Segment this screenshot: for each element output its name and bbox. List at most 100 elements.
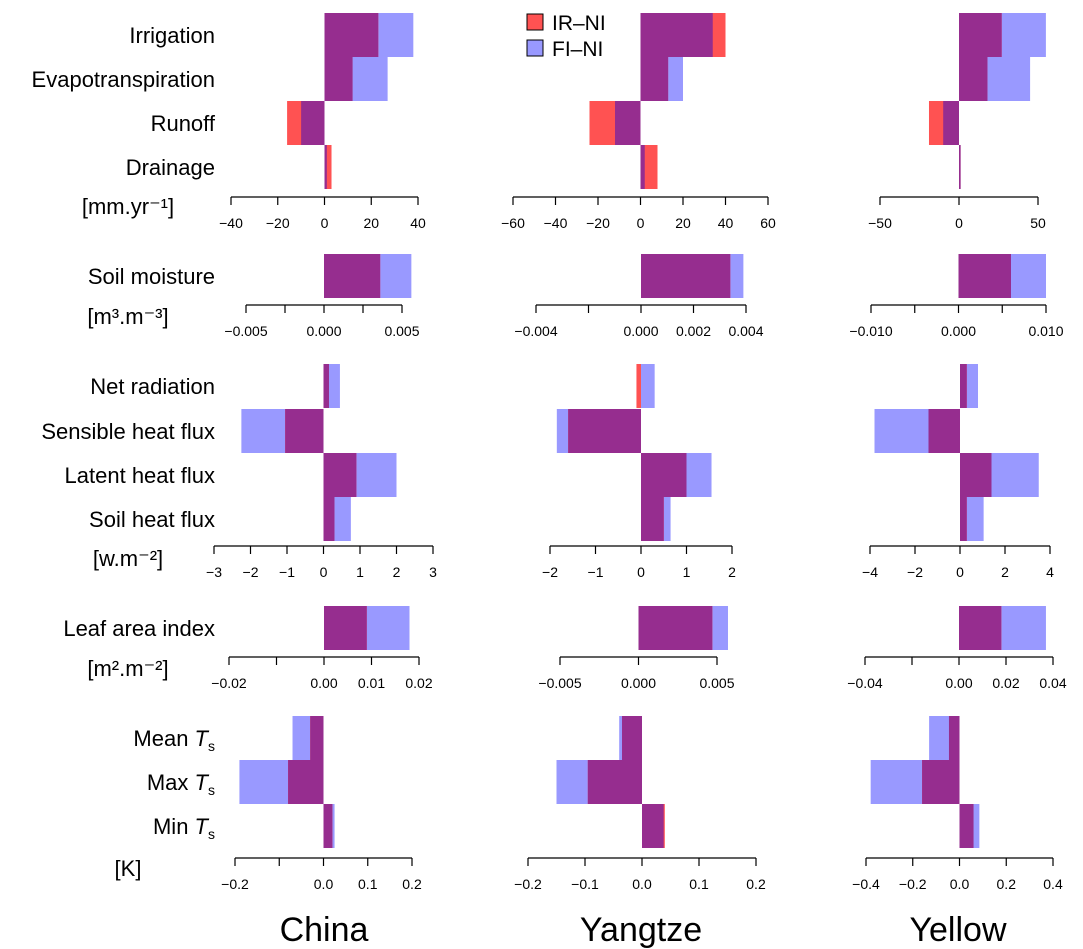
x-tick-label: −0.2 <box>514 876 542 892</box>
x-tick-label: 0.02 <box>992 675 1019 691</box>
bar-overlap <box>640 57 669 101</box>
x-tick-label: 0 <box>955 215 963 231</box>
bar-overlap <box>587 760 642 804</box>
bar-overlap <box>960 364 967 408</box>
x-tick-label: −0.4 <box>852 876 880 892</box>
x-tick-label: 0.000 <box>306 323 341 339</box>
category-label: Mean Ts <box>133 726 215 754</box>
x-tick-label: 0.004 <box>728 323 763 339</box>
bar-overlap <box>640 13 713 57</box>
x-tick-label: −20 <box>266 215 290 231</box>
panel-leaf-area-yellow: −0.04 0.00 0.02 0.04 <box>847 606 1067 691</box>
bar-overlap <box>959 13 1002 57</box>
x-tick-label: −0.005 <box>538 675 581 691</box>
bar-overlap <box>288 760 324 804</box>
category-label: Max Ts <box>147 770 215 798</box>
bar-ir-ni <box>324 145 332 189</box>
bar-overlap <box>959 606 1002 650</box>
category-label: Latent heat flux <box>65 463 215 488</box>
panel-water-yangtze: −60 −40 −20 0 20 40 60 <box>501 13 776 231</box>
bar-overlap <box>323 804 333 848</box>
x-tick-label: 1 <box>356 564 364 580</box>
x-tick-label: −2 <box>542 564 558 580</box>
x-tick-label: 2 <box>728 564 736 580</box>
x-tick-label: 0.000 <box>621 675 656 691</box>
bar-overlap <box>959 57 988 101</box>
panel-leaf-area-yangtze: −0.005 0.000 0.005 <box>538 606 735 691</box>
panel-soil-moisture-yangtze: −0.004 0.000 0.002 0.004 <box>514 254 764 339</box>
legend-label-fi: FI–NI <box>552 38 603 61</box>
plot-area: Irrigation Evapotranspiration Runoff Draina… <box>32 13 1067 892</box>
x-tick-label: 0.02 <box>405 675 432 691</box>
x-tick-label: −0.02 <box>211 675 247 691</box>
x-tick-label: 0.1 <box>358 876 378 892</box>
x-tick-label: 0.00 <box>945 675 972 691</box>
category-label: Soil heat flux <box>89 507 215 532</box>
x-tick-label: 0 <box>320 564 328 580</box>
panel-energy-yellow: −4 −2 0 2 4 <box>862 364 1054 580</box>
bar-overlap <box>310 716 324 760</box>
x-tick-label: 0 <box>637 215 645 231</box>
category-label: Irrigation <box>129 23 215 48</box>
chart-group-soil-moisture: Soil moisture[m³.m⁻³]−0.005 0.000 0.005 −0.… <box>87 254 1064 339</box>
category-label: Min Ts <box>153 814 215 842</box>
x-tick-label: 4 <box>1046 564 1054 580</box>
bar-overlap <box>615 101 641 145</box>
x-tick-label: 0.010 <box>1028 323 1063 339</box>
x-tick-label: −0.005 <box>224 323 267 339</box>
bar-overlap <box>568 409 641 453</box>
category-label: Drainage <box>126 155 215 180</box>
bar-overlap <box>323 497 335 541</box>
unit-label: [m³.m⁻³] <box>87 304 168 329</box>
panel-leaf-area-china: −0.02 0.00 0.01 0.02 <box>211 606 433 691</box>
x-tick-label: 0 <box>956 564 964 580</box>
bar-overlap <box>324 13 379 57</box>
x-tick-label: 0.1 <box>689 876 709 892</box>
bar-overlap <box>922 760 960 804</box>
x-tick-label: 0.005 <box>384 323 419 339</box>
legend: IR–NI FI–NI <box>526 12 606 61</box>
bar-overlap <box>959 804 974 848</box>
x-tick-label: 1 <box>683 564 691 580</box>
x-tick-label: 0.0 <box>632 876 652 892</box>
bar-overlap <box>324 145 327 189</box>
x-tick-label: −0.2 <box>221 876 249 892</box>
x-tick-label: 0.005 <box>699 675 734 691</box>
x-tick-label: 0.4 <box>1043 876 1063 892</box>
bar-overlap <box>948 716 960 760</box>
bar-overlap <box>642 804 664 848</box>
bar-overlap <box>638 606 713 650</box>
bar-overlap <box>958 254 1011 298</box>
panel-energy-yangtze: −2 −1 0 1 2 <box>542 364 736 580</box>
column-title-china: China <box>280 911 369 949</box>
panel-temperature-china: −0.2 0.0 0.1 0.2 <box>221 716 422 892</box>
x-tick-label: −20 <box>586 215 610 231</box>
x-tick-label: −0.004 <box>514 323 557 339</box>
x-tick-label: −3 <box>206 564 222 580</box>
x-tick-label: 0 <box>321 215 329 231</box>
x-tick-label: 0.2 <box>402 876 422 892</box>
x-tick-label: −60 <box>501 215 525 231</box>
bar-overlap <box>301 101 325 145</box>
bar-overlap <box>960 497 967 541</box>
panel-water-china: −40 −20 0 20 40 <box>219 13 426 231</box>
bar-overlap <box>928 409 960 453</box>
bar-overlap <box>640 145 645 189</box>
x-tick-label: 40 <box>718 215 734 231</box>
x-tick-label: −2 <box>243 564 259 580</box>
panel-temperature-yellow: −0.4 −0.2 0.0 0.2 0.4 <box>852 716 1063 892</box>
x-tick-label: 0.00 <box>310 675 337 691</box>
x-tick-label: −0.010 <box>849 323 892 339</box>
chart-group-energy: Net radiation Sensible heat flux Latent he… <box>41 364 1054 580</box>
category-label: Evapotranspiration <box>32 67 215 92</box>
bar-fi-ni <box>641 364 655 408</box>
bar-overlap <box>324 254 381 298</box>
category-label: Sensible heat flux <box>41 419 215 444</box>
x-tick-label: 40 <box>410 215 426 231</box>
x-tick-label: 20 <box>363 215 379 231</box>
x-tick-label: 0.000 <box>623 323 658 339</box>
panel-energy-china: −3 −2 −1 0 1 2 3 <box>206 364 437 580</box>
bar-overlap <box>323 364 329 408</box>
